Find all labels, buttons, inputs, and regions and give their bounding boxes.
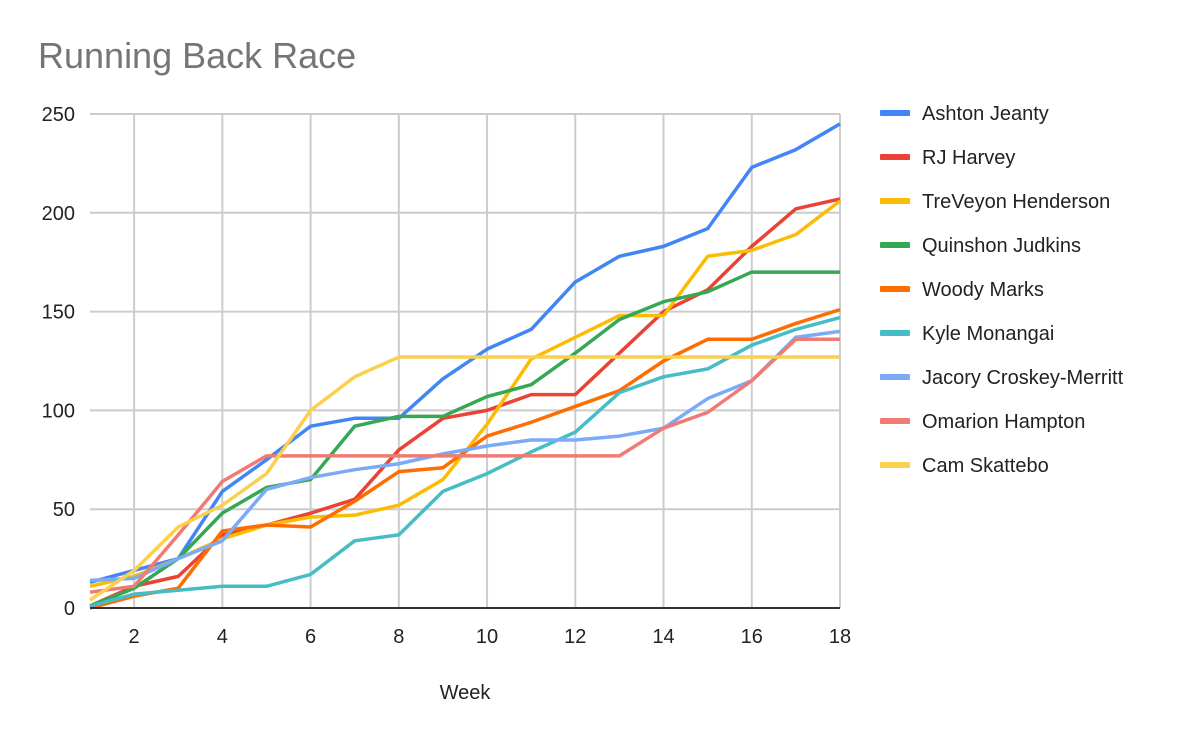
x-axis-title: Week <box>440 682 492 704</box>
x-tick-label: 14 <box>652 626 674 648</box>
y-tick-label: 150 <box>42 302 75 324</box>
legend-item[interactable]: Omarion Hampton <box>880 411 1085 433</box>
series-lines <box>89 122 842 610</box>
x-tick-label: 4 <box>217 626 228 648</box>
legend-swatch <box>880 418 910 424</box>
legend-label: TreVeyon Henderson <box>922 191 1110 213</box>
legend-item[interactable]: Quinshon Judkins <box>880 235 1081 257</box>
legend-label: Kyle Monangai <box>922 323 1054 345</box>
series-line-cam-skattebo <box>89 355 840 602</box>
legend-swatch <box>880 154 910 160</box>
series-line-ashton-jeanty <box>89 122 841 585</box>
y-tick-label: 0 <box>64 598 75 620</box>
legend-label: Cam Skattebo <box>922 455 1049 477</box>
y-axis-ticks: 0 50 100 150 200 250 <box>42 104 75 620</box>
legend-item[interactable]: TreVeyon Henderson <box>880 191 1110 213</box>
y-tick-label: 200 <box>42 203 75 225</box>
x-tick-label: 12 <box>564 626 586 648</box>
legend-label: RJ Harvey <box>922 147 1015 169</box>
legend-swatch <box>880 286 910 292</box>
legend-swatch <box>880 462 910 468</box>
legend-label: Ashton Jeanty <box>922 103 1049 125</box>
legend-swatch <box>880 110 910 116</box>
legend-swatch <box>880 374 910 380</box>
series-line-omarion-hampton <box>89 337 840 594</box>
x-tick-label: 10 <box>476 626 498 648</box>
y-tick-label: 100 <box>42 400 75 422</box>
legend-label: Woody Marks <box>922 279 1044 301</box>
legend-label: Omarion Hampton <box>922 411 1085 433</box>
legend-item[interactable]: Cam Skattebo <box>880 455 1049 477</box>
x-tick-label: 16 <box>741 626 763 648</box>
series-line-kyle-monangai <box>89 315 841 608</box>
legend-item[interactable]: Jacory Croskey-Merritt <box>880 367 1124 389</box>
x-tick-label: 18 <box>829 626 851 648</box>
chart-title: Running Back Race <box>38 35 356 76</box>
legend-label: Jacory Croskey-Merritt <box>922 367 1124 389</box>
x-axis-ticks: 2 4 6 8 10 12 14 16 18 <box>129 626 852 648</box>
legend-item[interactable]: RJ Harvey <box>880 147 1015 169</box>
legend-swatch <box>880 198 910 204</box>
legend-item[interactable]: Kyle Monangai <box>880 323 1054 345</box>
series-line-jacory-croskey-merritt <box>89 329 841 583</box>
series-line-rj-harvey <box>89 197 841 608</box>
x-tick-label: 8 <box>393 626 404 648</box>
series-line-woody-marks <box>89 307 841 610</box>
series-line-treveyon-henderson <box>89 199 842 588</box>
legend-label: Quinshon Judkins <box>922 235 1081 257</box>
legend-swatch <box>880 330 910 336</box>
legend: Ashton Jeanty RJ Harvey TreVeyon Henderson… <box>880 103 1124 477</box>
legend-item[interactable]: Ashton Jeanty <box>880 103 1049 125</box>
x-tick-label: 6 <box>305 626 316 648</box>
legend-swatch <box>880 242 910 248</box>
series-line-quinshon-judkins <box>89 270 840 608</box>
x-tick-label: 2 <box>129 626 140 648</box>
y-tick-label: 50 <box>53 499 75 521</box>
legend-item[interactable]: Woody Marks <box>880 279 1044 301</box>
y-tick-label: 250 <box>42 104 75 126</box>
